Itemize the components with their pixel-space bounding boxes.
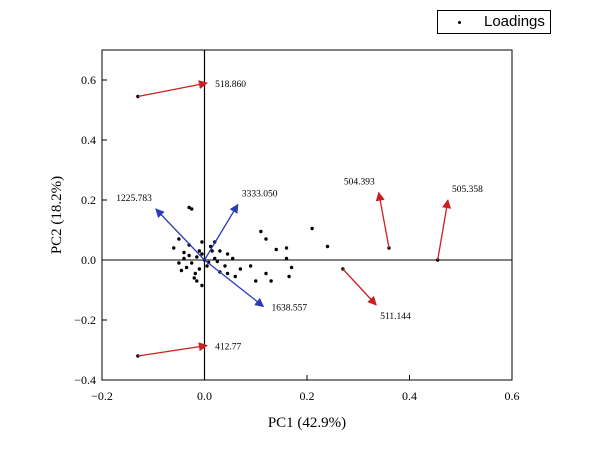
loading-point: [210, 249, 214, 253]
loading-point: [177, 261, 181, 265]
loading-arrows: [137, 80, 452, 357]
y-tick-label: −0.4: [74, 373, 96, 387]
loading-point: [187, 205, 191, 210]
x-tick-label: 0.4: [402, 389, 417, 403]
loading-point: [189, 207, 194, 211]
y-tick-label: 0.2: [81, 193, 96, 207]
loading-point: [195, 255, 199, 259]
arrow-1225-783: [155, 208, 205, 261]
loading-point: [218, 249, 222, 253]
loading-point: [182, 256, 186, 261]
loading-point: [179, 268, 184, 273]
loading-point: [269, 279, 273, 283]
arrow-label-3333-050: 3333.050: [242, 190, 278, 200]
y-tick-label: 0.6: [81, 73, 96, 87]
loading-point: [284, 246, 289, 250]
x-tick-label: 0.6: [505, 389, 520, 403]
arrow-label-412-77: 412.77: [215, 343, 241, 353]
reference-lines: [102, 50, 512, 380]
loading-arrow-labels: 518.860 412.77 504.393 505.358 511.144 1225.7…: [116, 80, 483, 353]
loading-point: [287, 274, 291, 279]
loading-point: [197, 267, 202, 271]
loading-point: [189, 261, 194, 265]
loading-point: [187, 253, 191, 258]
arrow-label-518-860: 518.860: [215, 80, 246, 90]
arrow-label-511-144: 511.144: [380, 312, 411, 322]
x-tick-label: 0.0: [197, 389, 212, 403]
loading-point: [193, 271, 197, 276]
loading-point: [264, 237, 268, 241]
x-tick-label: −0.2: [91, 389, 113, 403]
loading-point: [254, 279, 258, 283]
loading-point: [213, 256, 217, 261]
loading-point: [274, 247, 278, 252]
loading-point: [230, 256, 235, 261]
loading-point: [233, 274, 237, 279]
arrow-label-504-393: 504.393: [344, 178, 375, 188]
loading-point: [248, 264, 253, 268]
loading-point: [200, 283, 204, 288]
legend: Loadings: [437, 10, 551, 34]
arrow-518-860: [137, 80, 208, 98]
x-axis-title: PC1 (42.9%): [268, 415, 346, 431]
loading-point: [184, 265, 189, 270]
axis-ticks: [101, 79, 513, 381]
y-axis-title: PC2 (18.2%): [49, 176, 65, 254]
arrow-3333-050: [203, 203, 239, 261]
y-tick-label: 0.4: [81, 133, 96, 147]
y-tick-label: 0.0: [81, 253, 96, 267]
loading-point: [310, 226, 314, 231]
loading-point: [205, 264, 209, 268]
arrow-label-505-358: 505.358: [452, 185, 483, 195]
loading-point: [195, 279, 199, 283]
loading-point: [223, 264, 227, 268]
loading-point: [192, 276, 196, 280]
arrow-label-1638-557: 1638.557: [271, 304, 307, 314]
loading-point: [325, 244, 330, 249]
loading-point: [289, 265, 294, 270]
arrow-1638-557: [204, 259, 265, 308]
loading-point: [238, 267, 243, 271]
axis-tick-labels: −0.2 0.0 0.2 0.4 0.6 −0.4 −0.2 0.0 0.2 0.4 0.6: [74, 73, 519, 403]
loading-point: [197, 249, 202, 253]
arrow-505-358: [437, 199, 452, 261]
loading-point: [200, 252, 204, 256]
legend-label-loadings: Loadings: [484, 13, 545, 30]
loading-point: [259, 229, 263, 234]
arrow-504-393: [375, 191, 390, 249]
x-tick-label: 0.2: [300, 389, 315, 403]
loading-point: [225, 271, 230, 276]
loading-point: [215, 259, 220, 264]
arrow-412-77: [137, 342, 208, 357]
loading-point: [284, 256, 289, 261]
loading-point: [177, 237, 181, 241]
legend-marker-icon: [458, 21, 461, 24]
loading-point: [172, 246, 176, 250]
y-tick-label: −0.2: [74, 313, 96, 327]
loading-point: [264, 271, 268, 276]
loading-point: [182, 250, 186, 255]
arrow-511-144: [342, 268, 377, 306]
loading-point: [225, 252, 230, 256]
plot-frame: [101, 49, 513, 381]
loading-point: [200, 240, 204, 244]
arrow-label-1225-783: 1225.783: [116, 194, 152, 204]
